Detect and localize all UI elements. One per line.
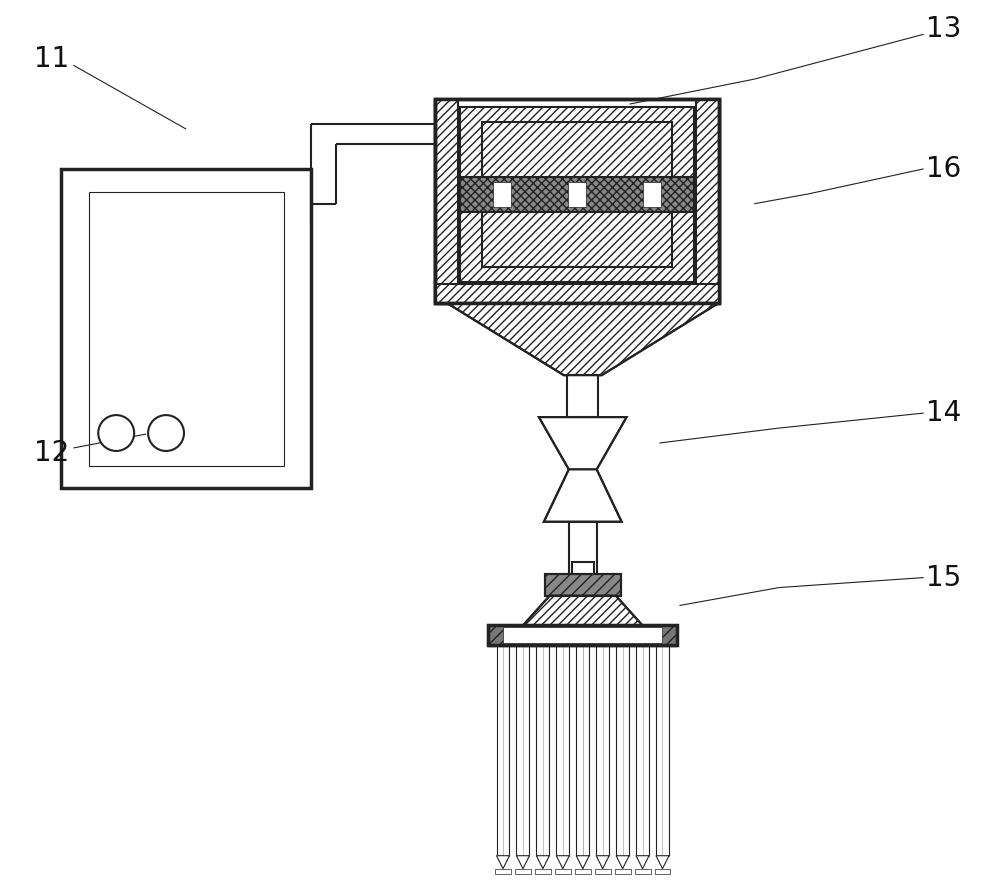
Bar	[535, 868, 551, 874]
Bar	[655, 868, 670, 874]
Bar	[503, 628, 662, 644]
Polygon shape	[497, 856, 509, 868]
Bar	[569, 522, 597, 574]
Text: 14: 14	[926, 399, 961, 427]
Bar	[643, 181, 661, 208]
Polygon shape	[576, 856, 589, 868]
Bar	[89, 192, 284, 466]
Bar	[696, 99, 719, 304]
Circle shape	[148, 415, 184, 451]
Bar	[458, 103, 696, 197]
Bar	[488, 625, 677, 646]
Bar	[575, 868, 591, 874]
Polygon shape	[596, 856, 609, 868]
Text: 15: 15	[926, 564, 961, 591]
Bar	[61, 169, 311, 488]
Bar	[595, 868, 611, 874]
Bar	[515, 868, 531, 874]
Polygon shape	[616, 856, 629, 868]
Polygon shape	[636, 856, 649, 868]
Bar	[435, 99, 719, 304]
Bar	[635, 868, 651, 874]
Bar	[482, 123, 672, 266]
Bar	[435, 284, 719, 304]
Circle shape	[98, 415, 134, 451]
Text: 12: 12	[34, 439, 69, 467]
Polygon shape	[536, 856, 549, 868]
Bar	[568, 181, 586, 208]
Bar	[572, 561, 594, 574]
Bar	[555, 868, 571, 874]
Bar	[615, 868, 631, 874]
Polygon shape	[656, 856, 669, 868]
Bar	[495, 868, 511, 874]
Polygon shape	[544, 470, 622, 522]
Text: 16: 16	[926, 155, 961, 183]
Polygon shape	[448, 304, 718, 376]
Bar	[460, 107, 694, 282]
Text: 11: 11	[34, 45, 69, 73]
Polygon shape	[539, 417, 627, 470]
Bar	[493, 181, 511, 208]
Bar	[460, 177, 694, 212]
Bar	[435, 99, 719, 304]
Text: 13: 13	[926, 15, 961, 44]
Bar	[545, 574, 621, 596]
Bar	[488, 625, 677, 646]
Bar	[567, 376, 598, 417]
Bar	[545, 574, 621, 596]
Polygon shape	[523, 596, 643, 625]
Bar	[435, 99, 458, 304]
Polygon shape	[556, 856, 569, 868]
Polygon shape	[516, 856, 529, 868]
